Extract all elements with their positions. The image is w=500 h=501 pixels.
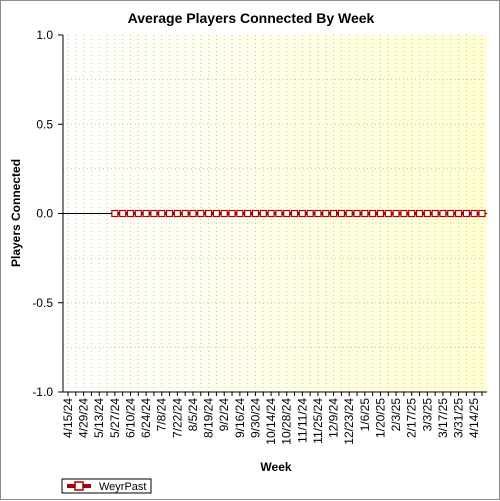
x-axis-label: Week — [260, 460, 291, 474]
y-tick-label: 0.0 — [36, 207, 53, 221]
x-tick-label: 3/17/25 — [436, 398, 450, 438]
data-point — [267, 209, 275, 218]
data-point — [392, 209, 400, 218]
plot-area: 1.0 0.5 0.0 -0.5 -1.0 4/15/24 4/29/24 5/13/24 5/… — [32, 28, 487, 445]
data-point — [423, 209, 431, 218]
y-tick-label: -1.0 — [32, 385, 53, 399]
x-tick-label: 4/14/25 — [467, 398, 481, 438]
data-point — [408, 209, 416, 218]
x-tick-label: 9/16/24 — [233, 398, 247, 438]
data-point — [462, 209, 470, 218]
data-point — [306, 209, 314, 218]
x-tick-label: 8/5/24 — [186, 398, 200, 432]
data-point — [181, 209, 189, 218]
data-point — [283, 209, 291, 218]
data-point — [205, 209, 213, 218]
data-point — [173, 209, 181, 218]
x-tick-label: 12/9/24 — [327, 398, 341, 438]
data-point — [244, 209, 252, 218]
data-point — [345, 209, 353, 218]
data-point — [439, 209, 447, 218]
legend: WeyrPast — [61, 478, 152, 494]
data-point — [470, 209, 478, 218]
data-point — [337, 209, 345, 218]
data-point — [361, 209, 369, 218]
data-point — [384, 209, 392, 218]
data-point — [228, 209, 236, 218]
x-tick-label: 2/3/25 — [389, 398, 403, 432]
x-tick-label: 1/6/25 — [358, 398, 372, 432]
y-tick-label: -0.5 — [32, 296, 53, 310]
x-tick-label: 10/14/24 — [264, 398, 278, 445]
x-tick-label: 6/10/24 — [123, 398, 137, 438]
data-point — [212, 209, 221, 218]
data-point — [197, 209, 205, 218]
x-tick-label: 10/28/24 — [280, 398, 294, 445]
y-tick-label: 0.5 — [36, 117, 53, 131]
data-point — [400, 209, 408, 218]
x-tick-label: 4/15/24 — [61, 398, 75, 438]
x-tick-label: 3/3/25 — [420, 398, 434, 432]
data-point — [290, 209, 299, 218]
legend-box — [61, 478, 152, 494]
data-point — [236, 209, 244, 218]
data-point — [275, 209, 283, 218]
data-point — [353, 209, 361, 218]
x-tick-label: 3/31/25 — [452, 398, 466, 438]
x-tick-label: 1/20/25 — [373, 398, 387, 438]
data-point — [251, 209, 260, 218]
data-point — [329, 209, 338, 218]
data-point — [322, 209, 330, 218]
data-point — [189, 209, 197, 218]
x-tick-label: 5/13/24 — [92, 398, 106, 438]
data-point — [369, 209, 377, 218]
x-tick-label: 5/27/24 — [108, 398, 122, 438]
data-point — [126, 209, 135, 218]
data-point — [376, 209, 385, 218]
data-point — [165, 209, 174, 218]
data-point — [158, 209, 166, 218]
x-tick-label: 9/2/24 — [217, 398, 231, 432]
data-point — [415, 209, 424, 218]
data-point — [447, 209, 455, 218]
data-point — [150, 209, 158, 218]
legend-swatch-marker — [74, 481, 84, 491]
x-tick-label: 8/19/24 — [202, 398, 216, 438]
x-tick-label: 9/30/24 — [248, 398, 262, 438]
x-tick-label: 6/24/24 — [139, 398, 153, 438]
x-tick-label: 11/25/24 — [311, 398, 325, 444]
x-tick-label: 2/17/25 — [405, 398, 419, 438]
x-tick-label: 7/8/24 — [155, 398, 169, 432]
data-point — [478, 209, 486, 218]
chart-title: Average Players Connected By Week — [128, 10, 375, 26]
data-point — [454, 209, 463, 218]
x-tick-label: 7/22/24 — [170, 398, 184, 438]
data-point — [220, 209, 228, 218]
x-tick-label: 12/23/24 — [342, 398, 356, 445]
x-tick-label: 11/11/24 — [295, 398, 309, 443]
data-point — [134, 209, 142, 218]
y-axis-label: Players Connected — [9, 159, 23, 267]
data-point — [119, 209, 127, 218]
data-point — [314, 209, 322, 218]
y-tick-label: 1.0 — [36, 28, 53, 42]
data-point — [111, 209, 119, 218]
data-point — [298, 209, 306, 218]
data-point — [142, 209, 150, 218]
data-point — [259, 209, 267, 218]
legend-label-weyrpast: WeyrPast — [99, 481, 146, 493]
x-tick-label: 4/29/24 — [77, 398, 91, 438]
data-point — [431, 209, 439, 218]
